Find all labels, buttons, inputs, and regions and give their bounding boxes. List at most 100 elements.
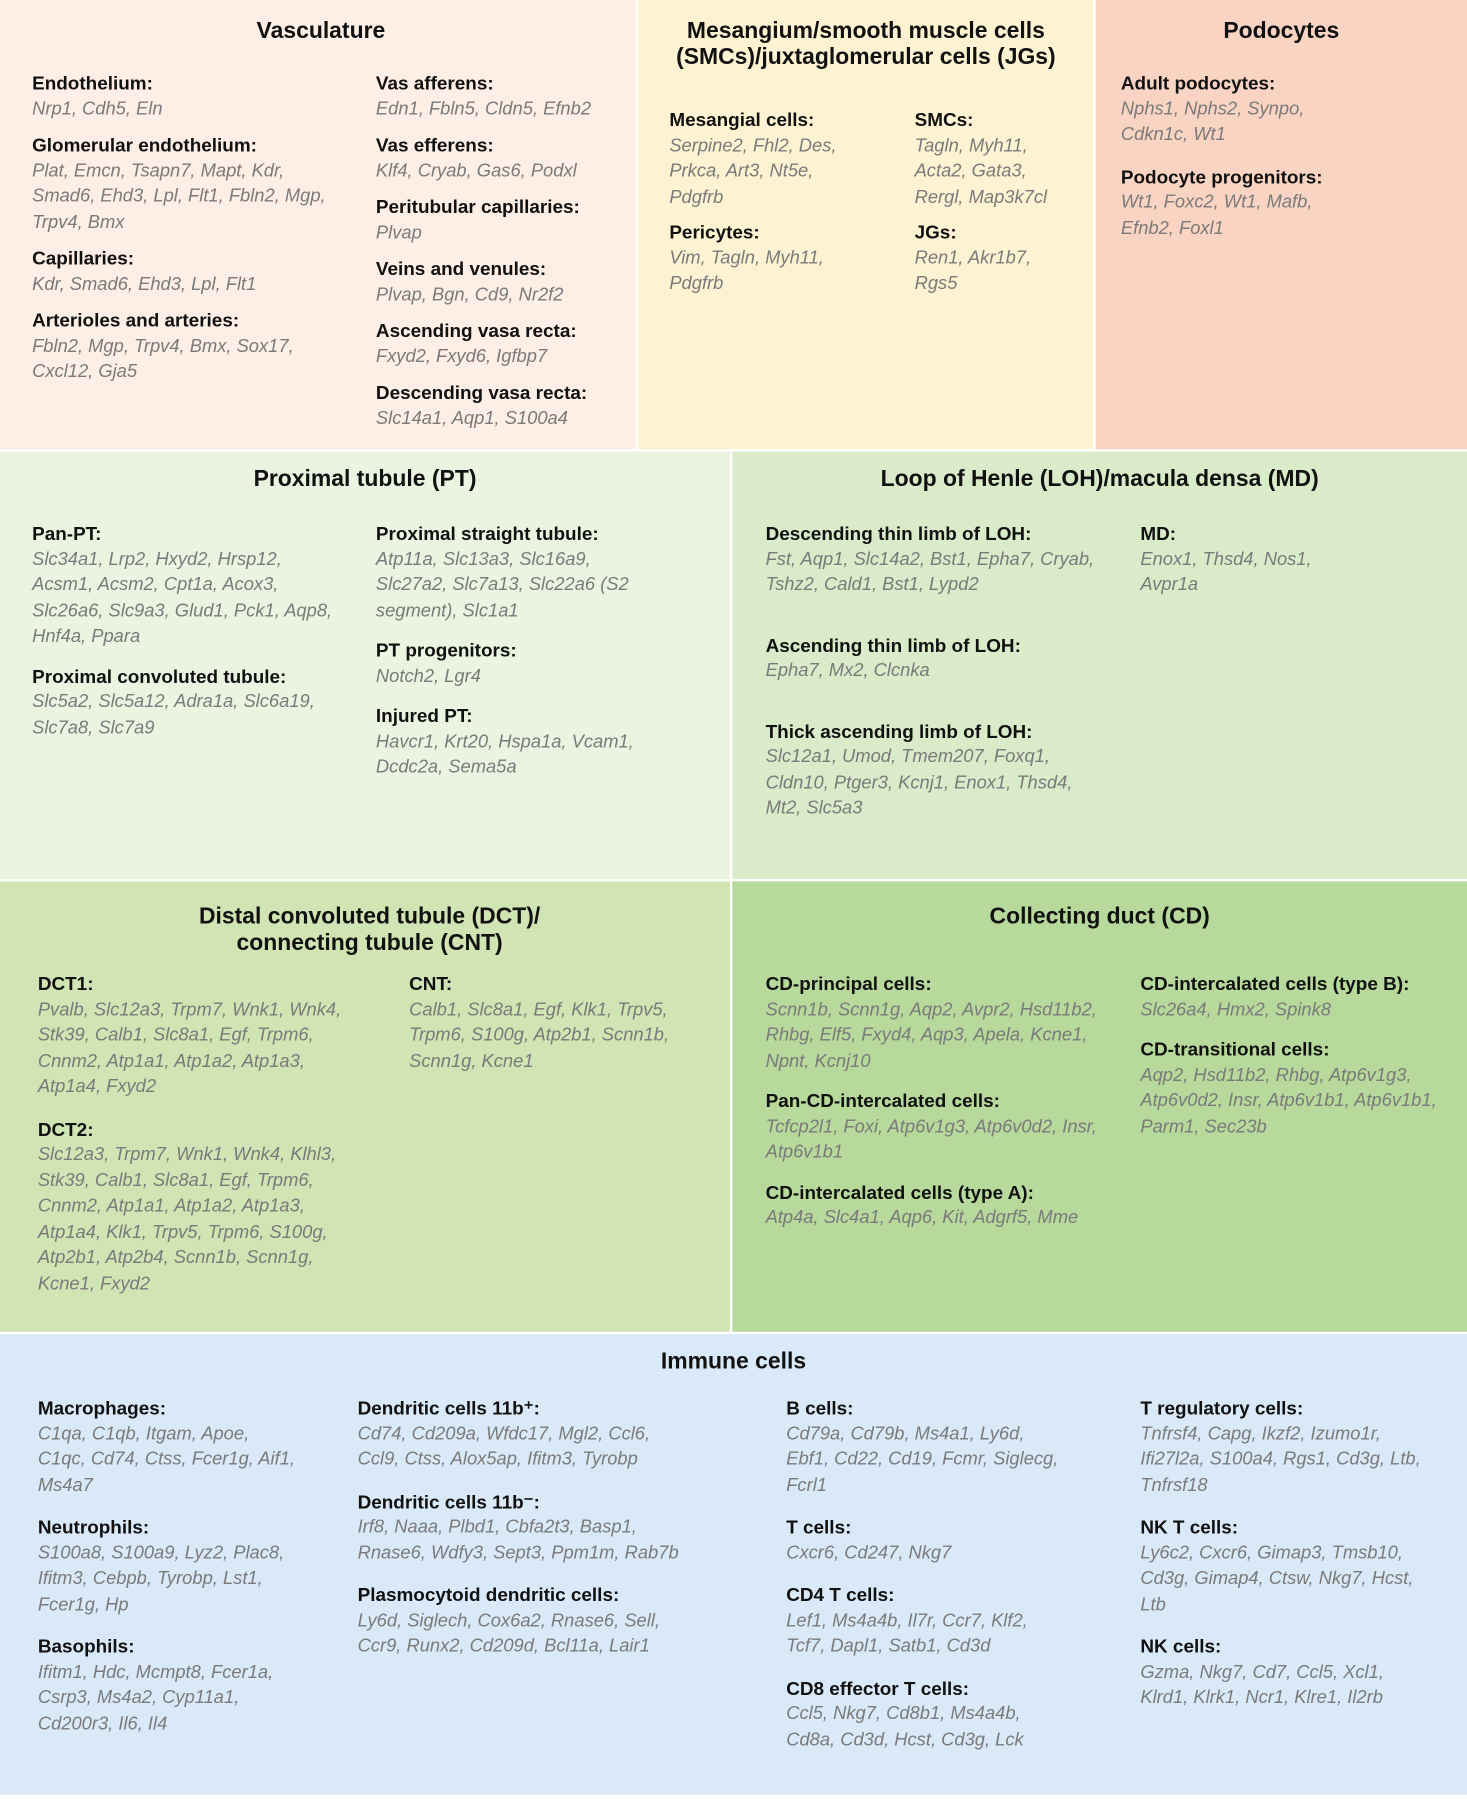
marker-genes: Plat, Emcn, Tsapn7, Mapt, Kdr, Smad6, Eh… <box>32 161 326 233</box>
cell-type-heading: Peritubular capillaries: <box>375 197 580 218</box>
marker-genes: Cd79a, Cd79b, Ms4a1, Ly6d, Ebf1, Cd22, C… <box>786 1424 1059 1496</box>
cell-type-heading: Mesangial cells: <box>669 110 815 131</box>
cell-type-group: Proximal straight tubule: Atp11a, Slc13a3… <box>376 521 651 624</box>
cell-type-group: Vas afferens: Edn1, Fbln5, Cldn5, Efnb2 <box>376 71 622 123</box>
cell-type-heading: Pericytes: <box>669 222 760 243</box>
marker-genes: Klf4, Cryab, Gas6, Podxl <box>375 161 577 181</box>
column: Vas afferens: Edn1, Fbln5, Cldn5, Efnb2 Va… <box>376 71 622 442</box>
column: CD-intercalated cells (type B): Slc26a4, … <box>1140 972 1455 1154</box>
column: CD-principal cells: Scnn1b, Scnn1g, Aqp2,… <box>766 972 1116 1245</box>
column: T regulatory cells: Tnfrsf4, Capg, Ikzf2,… <box>1140 1396 1432 1728</box>
marker-genes: Lef1, Ms4a4b, Il7r, Ccr7, Klf2, Tcf7, Da… <box>786 1610 1028 1657</box>
panel: Podocytes Adult podocytes: Nphs1, Nphs2, S… <box>1095 0 1467 450</box>
cell-type-heading: Podocyte progenitors: <box>1120 166 1323 188</box>
cell-type-group: Pericytes: Vim, Tagln, Myh11, Pdgfrb <box>669 220 841 297</box>
cell-type-group: B cells: Cd79a, Cd79b, Ms4a1, Ly6d, Ebf1,… <box>786 1396 1061 1499</box>
cell-type-group: Pan-CD-intercalated cells: Tcfcp2l1, Foxi… <box>766 1089 1116 1166</box>
marker-genes: S100a8, S100a9, Lyz2, Plac8, Ifitm3, Ceb… <box>37 1543 285 1615</box>
cell-type-group: Glomerular endothelium: Plat, Emcn, Tsapn… <box>32 133 336 236</box>
marker-genes: Atp11a, Slc13a3, Slc16a9, Slc27a2, Slc7a… <box>375 549 629 621</box>
marker-genes: Atp4a, Slc4a1, Aqp6, Kit, Adgrf5, Mme <box>765 1207 1079 1228</box>
marker-genes: Ly6c2, Cxcr6, Gimap3, Tmsb10, Cd3g, Gima… <box>1140 1543 1414 1615</box>
marker-genes: Tcfcp2l1, Foxi, Atp6v1g3, Atp6v0d2, Insr… <box>765 1116 1097 1163</box>
marker-genes: Ccl5, Nkg7, Cd8b1, Ms4a4b, Cd8a, Cd3d, H… <box>786 1704 1024 1750</box>
cell-type-heading: B cells: <box>786 1398 854 1419</box>
marker-genes: Ren1, Akr1b7, Rgs5 <box>914 248 1032 294</box>
cell-type-group: DCT1: Pvalb, Slc12a3, Trpm7, Wnk1, Wnk4, … <box>38 972 370 1101</box>
cell-type-heading: JGs: <box>914 222 957 243</box>
cell-type-heading: DCT1: <box>37 974 94 995</box>
column: Pan-PT: Slc34a1, Lrp2, Hxyd2, Hrsp12, Acs… <box>32 521 347 755</box>
cell-type-group: JGs: Ren1, Akr1b7, Rgs5 <box>915 220 1075 297</box>
cell-type-heading: Proximal convoluted tubule: <box>32 666 287 688</box>
panel-title: Distal convoluted tubule (DCT)/ connecti… <box>198 904 541 956</box>
cell-type-heading: Endothelium: <box>32 73 153 94</box>
marker-genes: Fbln2, Mgp, Trpv4, Bmx, Sox17, Cxcl12, G… <box>32 336 294 382</box>
cell-type-heading: Proximal straight tubule: <box>375 523 599 545</box>
marker-genes: Ly6d, Siglech, Cox6a2, Rnase6, Sell, Ccr… <box>357 1610 661 1657</box>
cell-type-heading: Macrophages: <box>37 1398 167 1419</box>
marker-genes: Slc12a3, Trpm7, Wnk1, Wnk4, Klhl3, Stk39… <box>37 1144 337 1294</box>
cell-type-group: CD-transitional cells: Aqp2, Hsd11b2, Rhb… <box>1140 1037 1455 1140</box>
cell-type-heading: Descending vasa recta: <box>375 382 588 404</box>
marker-genes: Enox1, Thsd4, Nos1, Avpr1a <box>1140 549 1312 595</box>
marker-genes: Scnn1b, Scnn1g, Aqp2, Avpr2, Hsd11b2, Rh… <box>765 999 1097 1072</box>
marker-genes: Slc5a2, Slc5a12, Adra1a, Slc6a19, Slc7a8… <box>32 692 315 738</box>
marker-genes: Notch2, Lgr4 <box>375 666 481 686</box>
cell-type-group: Peritubular capillaries: Plvap <box>376 195 622 247</box>
marker-genes: Epha7, Mx2, Clcnka <box>765 661 930 681</box>
marker-genes: Tagln, Myh11, Acta2, Gata3, Rergl, Map3k… <box>914 135 1048 207</box>
marker-genes: Slc26a4, Hmx2, Spink8 <box>1140 999 1331 1020</box>
marker-genes: Irf8, Naaa, Plbd1, Cbfa2t3, Basp1, Rnase… <box>357 1517 679 1563</box>
column: Adult podocytes: Nphs1, Nphs2, Synpo, Cdk… <box>1121 71 1350 258</box>
cell-type-group: NK cells: Gzma, Nkg7, Cd7, Ccl5, Xcl1, Kl… <box>1140 1634 1432 1711</box>
cell-type-heading: Thick ascending limb of LOH: <box>765 721 1033 743</box>
panel-title: Proximal tubule (PT) <box>253 466 477 492</box>
cell-type-group: Veins and venules: Plvap, Bgn, Cd9, Nr2f2 <box>376 257 622 309</box>
column: Mesangial cells: Serpine2, Fhl2, Des, Prk… <box>669 108 841 307</box>
cell-type-heading: SMCs: <box>914 110 974 131</box>
cell-type-heading: Vas efferens: <box>375 135 494 156</box>
cell-type-heading: Pan-CD-intercalated cells: <box>765 1091 1000 1112</box>
cell-type-group: Ascending vasa recta: Fxyd2, Fxyd6, Igfbp… <box>376 319 622 371</box>
cell-type-heading: Descending thin limb of LOH: <box>765 523 1032 545</box>
cell-type-group: CD-principal cells: Scnn1b, Scnn1g, Aqp2,… <box>766 972 1116 1075</box>
cell-type-heading: CD8 effector T cells: <box>786 1678 970 1700</box>
panel-title: Collecting duct (CD) <box>989 904 1210 930</box>
marker-genes: Fst, Aqp1, Slc14a2, Bst1, Epha7, Cryab, … <box>765 549 1095 595</box>
marker-genes: C1qa, C1qb, Itgam, Apoe, C1qc, Cd74, Cts… <box>37 1424 295 1496</box>
marker-genes: Kdr, Smad6, Ehd3, Lpl, Flt1 <box>32 274 257 294</box>
column: Macrophages: C1qa, C1qb, Itgam, Apoe, C1q… <box>38 1396 296 1754</box>
marker-genes: Vim, Tagln, Myh11, Pdgfrb <box>669 248 824 294</box>
panel-title: Vasculature <box>256 18 386 44</box>
cell-type-heading: T regulatory cells: <box>1140 1398 1304 1419</box>
cell-type-heading: MD: <box>1140 523 1177 545</box>
cell-type-group: CD4 T cells: Lef1, Ms4a4b, Il7r, Ccr7, Kl… <box>786 1583 1061 1660</box>
cell-type-group: Proximal convoluted tubule: Slc5a2, Slc5a… <box>32 664 347 741</box>
cell-type-heading: CD-principal cells: <box>765 974 932 995</box>
cell-type-group: Ascending thin limb of LOH: Epha7, Mx2, C… <box>766 633 1098 685</box>
marker-genes: Gzma, Nkg7, Cd7, Ccl5, Xcl1, Klrd1, Klrk… <box>1140 1662 1384 1708</box>
panel-title: Podocytes <box>1223 18 1340 44</box>
cell-type-heading: Arterioles and arteries: <box>32 310 240 332</box>
cell-type-group: Neutrophils: S100a8, S100a9, Lyz2, Plac8,… <box>38 1515 296 1618</box>
marker-genes: Plvap, Bgn, Cd9, Nr2f2 <box>375 284 564 305</box>
cell-type-heading: PT progenitors: <box>375 640 517 662</box>
column: Dendritic cells 11b⁺: Cd74, Cd209a, Wfdc1… <box>358 1396 685 1676</box>
panel: Mesangium/smooth muscle cells (SMCs)/jux… <box>638 0 1094 450</box>
cell-type-group: CD-intercalated cells (type B): Slc26a4, … <box>1140 972 1455 1024</box>
cell-type-heading: NK T cells: <box>1140 1517 1239 1539</box>
cell-type-group: Dendritic cells 11b⁻: Irf8, Naaa, Plbd1, … <box>358 1489 685 1566</box>
marker-genes: Tnfrsf4, Capg, Ikzf2, Izumo1r, Ifi27l2a,… <box>1140 1424 1421 1496</box>
cell-type-heading: Capillaries: <box>32 248 135 270</box>
marker-genes: Nrp1, Cdh5, Eln <box>32 99 163 119</box>
marker-genes: Slc12a1, Umod, Tmem207, Foxq1, Cldn10, P… <box>765 747 1073 819</box>
cell-type-heading: Neutrophils: <box>37 1517 150 1539</box>
panel: Vasculature Endothelium: Nrp1, Cdh5, Eln Gl… <box>0 0 637 450</box>
cell-type-group: NK T cells: Ly6c2, Cxcr6, Gimap3, Tmsb10,… <box>1140 1515 1432 1618</box>
column: Endothelium: Nrp1, Cdh5, Eln Glomerular en… <box>32 71 336 396</box>
panel: Immune cells Macrophages: C1qa, C1qb, Itga… <box>0 1334 1467 1795</box>
marker-genes: Plvap <box>375 222 422 243</box>
cell-type-heading: Vas afferens: <box>375 73 494 94</box>
panel-title: Loop of Henle (LOH)/macula densa (MD) <box>880 466 1319 492</box>
